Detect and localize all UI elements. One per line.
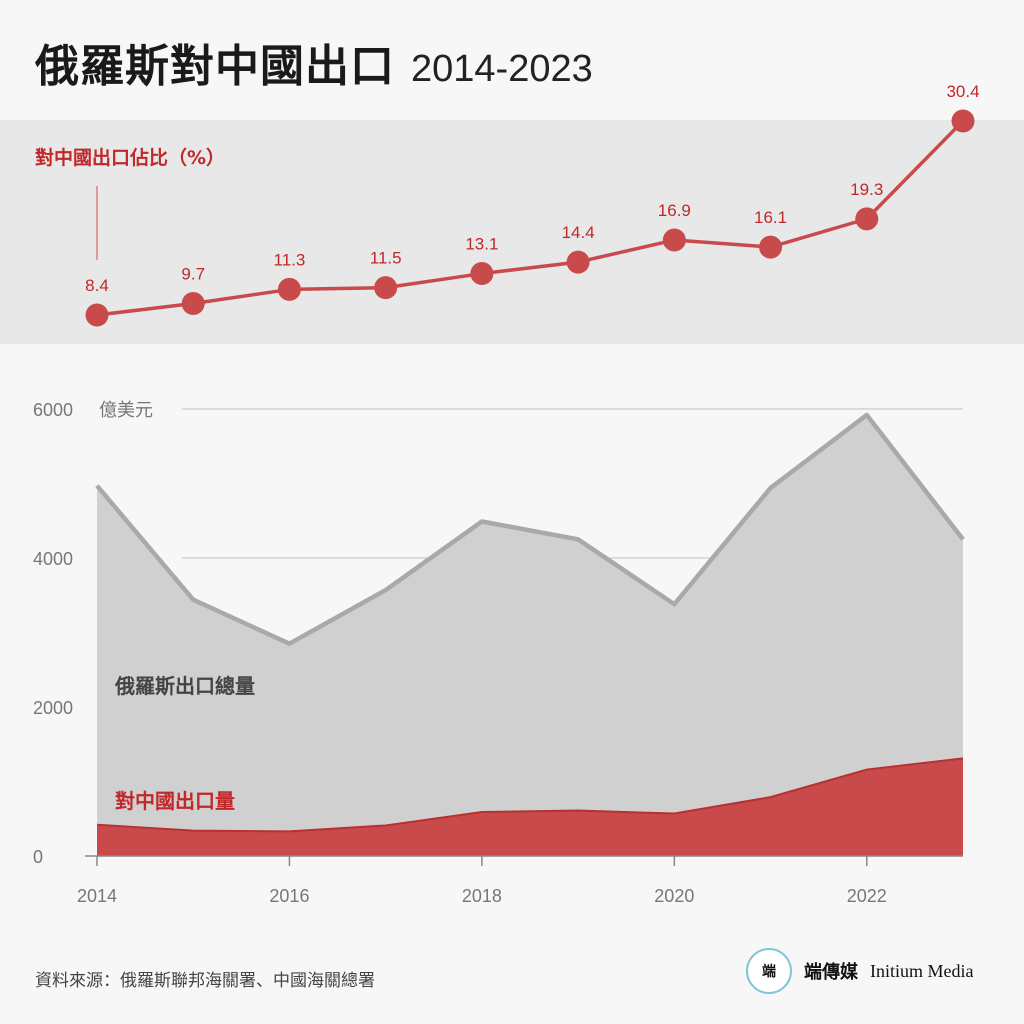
share-line [96, 119, 965, 317]
y-tick-label: 0 [33, 847, 43, 867]
share-data-label: 11.5 [370, 249, 402, 268]
page-subtitle: 2014-2023 [411, 48, 593, 90]
share-data-label: 16.9 [658, 201, 691, 220]
series-label-china: 對中國出口量 [115, 789, 235, 813]
y-tick-label: 2000 [33, 698, 73, 718]
share-data-label: 9.7 [181, 265, 205, 284]
share-data-label: 8.4 [85, 276, 109, 295]
x-tick-label: 2016 [269, 886, 309, 906]
x-tick-label: 2018 [462, 886, 502, 906]
share-data-label: 11.3 [274, 250, 306, 269]
x-tick-label: 2014 [77, 886, 117, 906]
share-point [662, 228, 686, 252]
initium-logo-icon: 端 [746, 948, 792, 994]
share-point [181, 292, 205, 316]
total-exports-line [95, 412, 965, 646]
brand-name: 端傳媒 [804, 962, 858, 983]
export-area-chart: 0 2000 4000 6000 億美元 2014 2016 2018 2020 2022 俄羅斯出… [33, 400, 965, 906]
share-data-label: 30.4 [946, 82, 979, 101]
share-point [85, 303, 109, 327]
share-data-label: 14.4 [562, 223, 595, 242]
share-point [566, 250, 590, 274]
share-point [277, 277, 301, 301]
share-line-chart: 對中國出口佔比（%） 8.4 9.7 11.3 11.5 13.1 14.4 16.9 16.1… [35, 82, 980, 327]
share-point [855, 207, 879, 231]
share-chart-title: 對中國出口佔比（%） [35, 146, 225, 169]
total-exports-area [97, 414, 963, 856]
china-exports-line [96, 757, 964, 833]
china-exports-area [97, 758, 963, 856]
y-tick-label: 4000 [33, 549, 73, 569]
share-point [951, 109, 975, 133]
title-row: 俄羅斯對中國出口 2014-2023 [35, 30, 593, 94]
share-data-label: 13.1 [465, 235, 498, 254]
source-note: 資料來源：俄羅斯聯邦海關署、中國海關總署 [35, 971, 375, 991]
share-point [374, 276, 398, 300]
series-label-total: 俄羅斯出口總量 [114, 674, 255, 698]
brand: 端 端傳媒 Initium Media [746, 948, 973, 994]
share-data-label: 19.3 [850, 180, 883, 199]
page-title: 俄羅斯對中國出口 [35, 41, 395, 92]
share-data-label: 16.1 [754, 208, 787, 227]
share-point [759, 235, 783, 259]
y-tick-label: 6000 [33, 400, 73, 420]
x-tick-label: 2020 [654, 886, 694, 906]
chart-canvas: 對中國出口佔比（%） 8.4 9.7 11.3 11.5 13.1 14.4 16.9 16.1… [33, 82, 980, 906]
x-tick-label: 2022 [847, 886, 887, 906]
share-point [470, 262, 494, 286]
brand-name-en: Initium Media [870, 960, 974, 981]
y-axis-unit: 億美元 [99, 400, 153, 421]
